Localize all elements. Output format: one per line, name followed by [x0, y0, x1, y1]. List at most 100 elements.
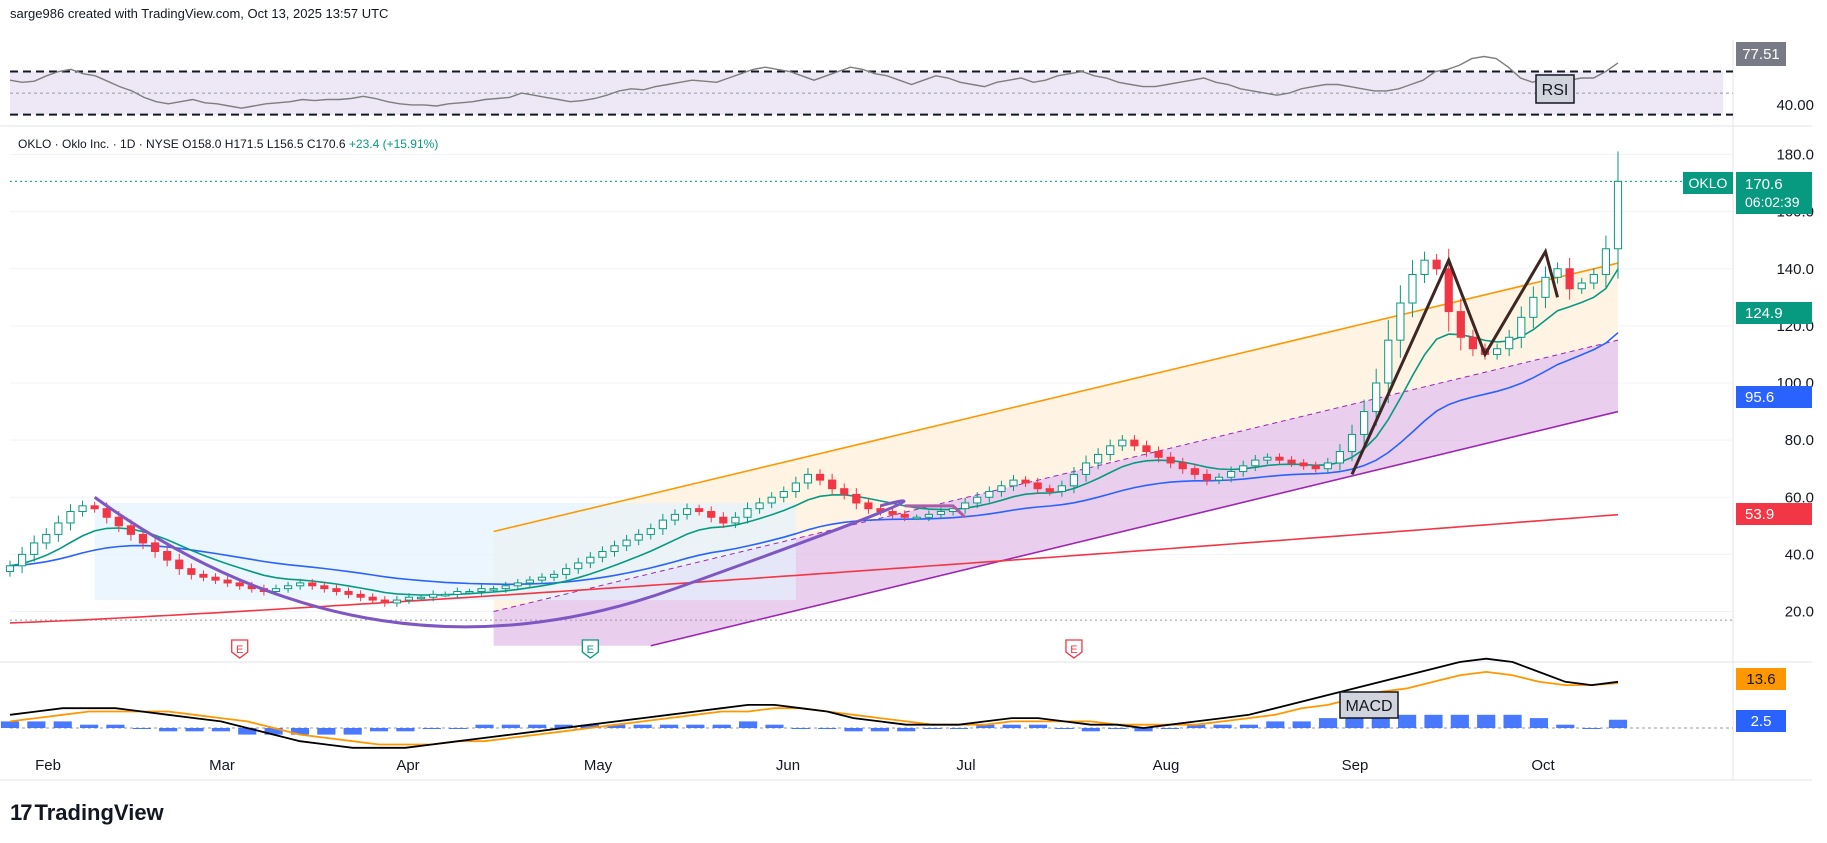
- open-value: O158.0: [182, 137, 222, 151]
- candle-body: [1396, 302, 1405, 341]
- candle-body: [1335, 451, 1345, 464]
- candle-body: [332, 588, 341, 593]
- close-value: C170.6: [306, 137, 346, 151]
- candle-body: [1275, 456, 1284, 461]
- tradingview-logo: 17 TradingView: [10, 800, 164, 826]
- macd-histogram-bar: [818, 728, 837, 729]
- time-axis-label: Apr: [396, 757, 419, 774]
- candle-body: [610, 545, 619, 553]
- ema-mid-value-badge: [1736, 386, 1812, 408]
- candle-body: [840, 488, 849, 495]
- macd-histogram-bar: [132, 728, 151, 729]
- earnings-marker-box: [231, 639, 249, 659]
- rsi-panel: RSI: [9, 55, 1733, 116]
- macd-histogram-bar: [765, 724, 784, 728]
- macd-signal-value-label: 13.6: [1746, 671, 1775, 688]
- macd-histogram-bar: [1398, 714, 1417, 728]
- macd-histogram-bar: [106, 724, 125, 728]
- candle-body: [1360, 411, 1369, 435]
- candle-body: [126, 525, 136, 535]
- candle-body: [320, 585, 329, 590]
- macd-histogram-bar: [844, 728, 863, 732]
- candle-body: [1444, 268, 1453, 313]
- macd-histogram-bar: [317, 728, 336, 735]
- candle-body: [743, 508, 752, 518]
- candle-body: [973, 496, 982, 504]
- candle-body: [634, 533, 643, 541]
- price-axis-label: 80.0: [1785, 432, 1814, 449]
- candle-body: [368, 596, 377, 601]
- high-value: H171.5: [224, 137, 264, 151]
- candle-body: [1081, 462, 1091, 475]
- macd-histogram-bar: [422, 728, 441, 729]
- time-axis-label: Jun: [776, 757, 800, 774]
- candle-body: [441, 593, 450, 597]
- candle-body: [1517, 316, 1526, 338]
- candle-body: [211, 576, 220, 581]
- brand-name: TradingView: [34, 800, 164, 825]
- macd-histogram-bar: [1318, 718, 1338, 728]
- candle-body: [1384, 339, 1393, 384]
- candle-body: [187, 568, 196, 575]
- macd-histogram-bar: [1424, 714, 1443, 728]
- macd-histogram-bar: [396, 728, 415, 732]
- candle-body: [513, 582, 522, 587]
- candle-body: [1021, 479, 1030, 484]
- last-price-badge: [1736, 172, 1812, 214]
- price-axis-label: 40.0: [1785, 546, 1814, 563]
- candle-body: [1251, 459, 1260, 467]
- price-axis-label: 60.0: [1785, 489, 1814, 506]
- candle-body: [296, 582, 305, 587]
- macd-line: [9, 657, 1619, 749]
- rsi-band: [10, 71, 1723, 115]
- candle-body: [537, 576, 547, 581]
- candle-body: [912, 516, 921, 520]
- candle-body: [1323, 462, 1332, 470]
- candle-body: [1408, 273, 1417, 304]
- earnings-marker-box: [581, 639, 599, 659]
- symbol-name: OKLO · Oklo Inc. · 1D · NYSE: [18, 137, 179, 151]
- candle-body: [1601, 248, 1611, 275]
- time-axis: Feb Mar Apr May Jun Jul Aug Sep Oct: [35, 757, 1555, 774]
- candle-body: [779, 491, 788, 498]
- macd-histogram-bar: [686, 724, 705, 728]
- macd-histogram-bar: [80, 724, 99, 728]
- candle-body: [1372, 382, 1381, 413]
- macd-histogram-bar: [712, 724, 731, 728]
- candle-body: [646, 528, 655, 535]
- candle-body: [695, 508, 704, 513]
- rsi-line: [9, 55, 1619, 109]
- macd-histogram-bar: [27, 721, 46, 728]
- candle-body: [1106, 445, 1115, 455]
- channel-mid-line: [493, 339, 1619, 612]
- macd-histogram-bar: [185, 728, 204, 732]
- time-axis-label: Oct: [1531, 757, 1555, 774]
- ema-short-value-label: 124.9: [1745, 305, 1783, 322]
- candle-body: [1613, 180, 1623, 250]
- candle-body: [429, 593, 438, 598]
- candle-body: [138, 533, 148, 544]
- macd-label-box: [1339, 691, 1399, 719]
- cup-curve: [93, 496, 906, 629]
- macd-histogram-bar: [211, 728, 230, 732]
- low-value: L156.5: [266, 137, 304, 151]
- candle-body: [1456, 311, 1465, 338]
- candle-body: [1045, 488, 1054, 493]
- macd-histogram-bar: [1002, 724, 1021, 728]
- ema-mid-line: [9, 332, 1619, 586]
- macd-histogram-bar: [1608, 719, 1628, 728]
- macd-panel: MACD: [0, 657, 1733, 749]
- candle-body: [1287, 459, 1296, 464]
- macd-histogram-bar: [1213, 724, 1232, 728]
- candle-body: [356, 593, 365, 598]
- channel-upper-line: [493, 262, 1619, 533]
- candle-body: [163, 551, 172, 561]
- macd-histogram-bar: [659, 724, 679, 728]
- macd-histogram-bar: [264, 728, 283, 735]
- candle-body: [344, 591, 353, 595]
- macd-histogram-bar: [1028, 724, 1048, 728]
- earnings-marker-box: [1065, 639, 1083, 659]
- candle-body: [5, 565, 15, 573]
